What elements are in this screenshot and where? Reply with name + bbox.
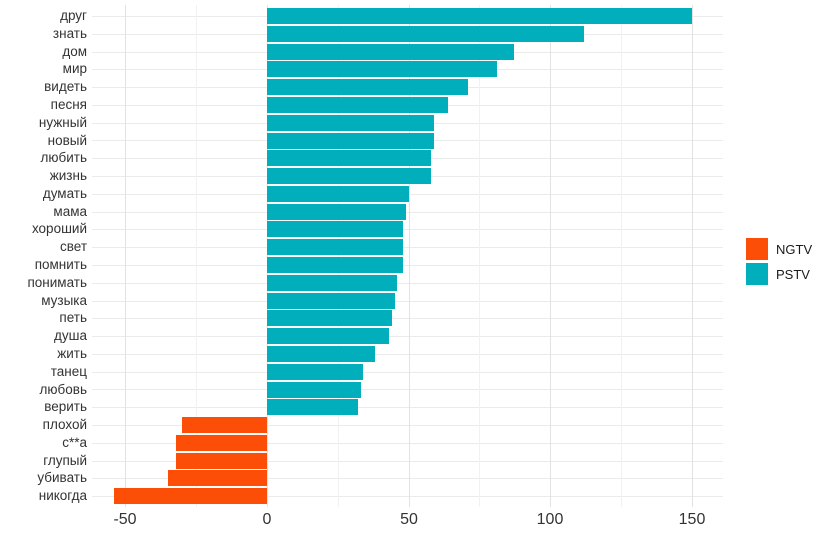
bar-мама [267, 203, 406, 220]
bar-музыка [267, 292, 395, 309]
vertical-gridline-major [550, 5, 551, 507]
bar-помнить [267, 257, 403, 273]
y-axis-label: убивать [37, 470, 87, 486]
bar-жить [267, 345, 375, 362]
horizontal-gridline [92, 443, 723, 444]
y-axis-label: танец [50, 363, 87, 379]
horizontal-gridline [92, 336, 723, 337]
legend-item-pstv: PSTV [746, 263, 812, 285]
bar-свет [267, 239, 403, 256]
y-axis-label: глупый [43, 452, 87, 468]
horizontal-gridline [92, 372, 723, 373]
legend: NGTV PSTV [746, 238, 812, 288]
bar-никогда [114, 488, 267, 505]
bar-убивать [167, 470, 268, 487]
legend-item-ngtv: NGTV [746, 238, 812, 260]
horizontal-gridline [92, 407, 723, 408]
y-axis-label: новый [47, 132, 87, 148]
horizontal-gridline [92, 212, 723, 213]
bar-танец [267, 363, 364, 380]
bar-хороший [267, 221, 403, 238]
vertical-gridline-major [125, 5, 126, 507]
bar-знать [267, 25, 585, 42]
horizontal-gridline [92, 496, 723, 497]
vertical-gridline-major [267, 5, 268, 507]
y-axis-label: любовь [39, 381, 87, 397]
vertical-gridline-minor [621, 5, 622, 507]
y-axis-label: свет [59, 239, 87, 255]
y-axis-label: помнить [34, 257, 87, 272]
bar-душа [267, 328, 389, 345]
x-axis-tick-label: 100 [536, 511, 564, 528]
horizontal-gridline [92, 478, 723, 479]
x-axis-tick-label: -50 [113, 511, 137, 528]
horizontal-gridline [92, 301, 723, 302]
horizontal-gridline [92, 247, 723, 248]
y-axis-label: думать [42, 185, 87, 201]
vertical-gridline-major [409, 5, 410, 507]
bar-нужный [267, 114, 435, 131]
y-axis-label: никогда [38, 488, 87, 504]
y-axis-label: мир [62, 61, 87, 77]
bar-видеть [267, 79, 469, 96]
horizontal-gridline [92, 283, 723, 284]
legend-label: PSTV [776, 266, 810, 282]
bar-петь [267, 310, 392, 327]
legend-swatch-pstv [746, 263, 768, 285]
legend-label: NGTV [776, 241, 813, 257]
vertical-gridline-minor [338, 5, 339, 507]
horizontal-gridline [92, 354, 723, 355]
bar-жизнь [267, 168, 432, 185]
horizontal-gridline [92, 265, 723, 266]
vertical-gridline-major [692, 5, 693, 507]
horizontal-gridline [92, 318, 723, 319]
bar-с**а [176, 434, 268, 451]
bar-плохой [182, 417, 267, 434]
y-axis-label: знать [52, 25, 87, 41]
horizontal-gridline [92, 389, 723, 390]
vertical-gridline-minor [196, 5, 197, 507]
vertical-gridline-minor [479, 5, 480, 507]
bar-мир [267, 61, 497, 78]
bar-любить [267, 150, 432, 167]
y-axis-label: друг [60, 8, 87, 23]
y-axis-label: понимать [27, 274, 87, 290]
y-axis-label: плохой [42, 417, 87, 433]
bar-глупый [176, 452, 268, 469]
x-axis-tick-label: 50 [400, 511, 418, 528]
legend-swatch-ngtv [746, 238, 768, 260]
bar-верить [267, 399, 358, 416]
y-axis-label: видеть [44, 79, 87, 95]
bar-любовь [267, 381, 361, 398]
y-axis-label: жить [57, 345, 87, 361]
y-axis-label: петь [59, 310, 87, 326]
y-axis-label: хороший [31, 221, 87, 237]
horizontal-gridline [92, 425, 723, 426]
y-axis-label: нужный [38, 114, 87, 130]
horizontal-gridline [92, 229, 723, 230]
x-axis-tick-label: 150 [678, 511, 706, 528]
y-axis-label: верить [44, 399, 87, 415]
y-axis-label: песня [50, 96, 87, 112]
bar-друг [267, 8, 692, 24]
bar-дом [267, 43, 514, 60]
bar-думать [267, 185, 409, 202]
y-axis-label: с**а [62, 434, 87, 450]
y-axis-label: музыка [41, 292, 87, 308]
bar-понимать [267, 274, 398, 291]
y-axis-label: любить [40, 150, 88, 166]
bar-песня [267, 96, 449, 113]
x-axis-tick-label: 0 [262, 511, 272, 528]
y-axis-label: жизнь [49, 168, 87, 184]
y-axis-label: душа [54, 328, 87, 344]
horizontal-gridline [92, 461, 723, 462]
y-axis-label: мама [53, 203, 87, 219]
bar-новый [267, 132, 435, 149]
y-axis-label: дом [62, 43, 87, 59]
